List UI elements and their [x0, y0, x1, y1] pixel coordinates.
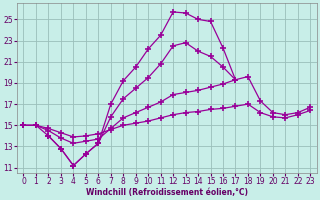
- X-axis label: Windchill (Refroidissement éolien,°C): Windchill (Refroidissement éolien,°C): [86, 188, 248, 197]
